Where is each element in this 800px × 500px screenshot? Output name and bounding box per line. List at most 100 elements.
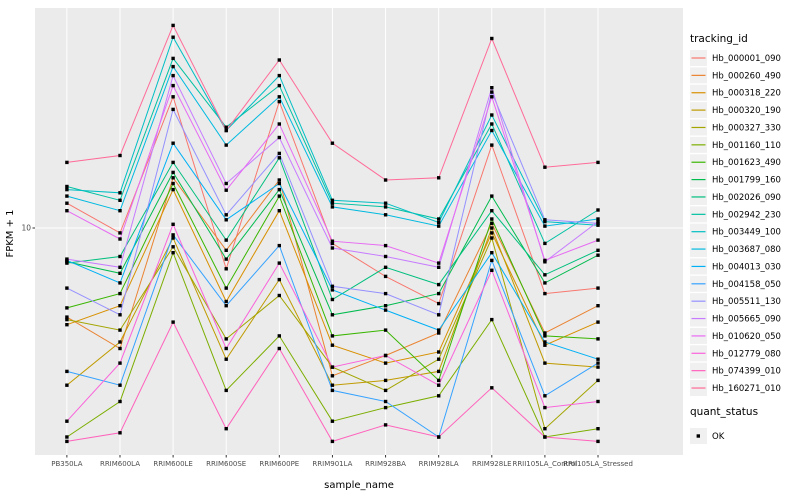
data-point <box>65 383 69 387</box>
data-point <box>65 160 69 165</box>
data-point <box>65 257 69 261</box>
data-point <box>490 90 494 94</box>
data-point <box>65 184 69 189</box>
data-point <box>118 237 122 241</box>
data-point <box>277 346 281 351</box>
legend-label: Hb_000001_090 <box>712 54 781 64</box>
data-point <box>596 286 600 290</box>
data-point <box>277 99 281 104</box>
data-point <box>118 313 122 317</box>
data-point <box>330 343 335 347</box>
data-point <box>330 239 335 243</box>
data-point <box>330 288 335 292</box>
data-point <box>171 160 175 165</box>
data-point <box>277 95 281 99</box>
data-point <box>543 435 547 439</box>
data-point <box>596 208 600 212</box>
data-point <box>65 369 69 374</box>
data-point <box>118 361 122 365</box>
data-point <box>224 125 228 129</box>
x-tick-label: RRIM600PE <box>259 460 299 468</box>
data-point <box>596 378 600 383</box>
data-point <box>383 399 388 404</box>
data-point <box>383 388 388 393</box>
data-point <box>437 224 441 228</box>
data-point <box>330 374 335 378</box>
legend-title-tracking-id: tracking_id <box>690 33 748 45</box>
data-point <box>383 213 388 217</box>
data-point <box>490 194 494 198</box>
data-point <box>383 405 388 410</box>
y-tick-label: 10 <box>21 224 31 233</box>
x-tick-label: RRIM928BA <box>365 460 406 468</box>
data-point <box>224 248 228 252</box>
data-point <box>171 170 175 175</box>
legend-label: Hb_000260_490 <box>712 71 781 81</box>
data-point <box>277 209 281 213</box>
data-point <box>543 343 547 347</box>
data-point <box>171 222 175 226</box>
data-point <box>171 245 175 249</box>
data-point <box>330 334 335 338</box>
data-point <box>543 281 547 285</box>
data-point <box>65 201 69 205</box>
data-point <box>596 427 600 431</box>
data-point <box>543 218 547 222</box>
data-point <box>118 209 122 213</box>
data-point <box>224 337 228 341</box>
plot-panel <box>35 8 683 455</box>
data-point <box>171 107 175 112</box>
data-point <box>437 357 441 361</box>
data-point <box>171 251 175 255</box>
data-point <box>437 291 441 296</box>
data-point <box>596 221 600 226</box>
data-point <box>543 361 547 365</box>
data-point <box>277 181 281 186</box>
data-point <box>596 365 600 369</box>
data-point <box>65 439 69 444</box>
data-point <box>277 178 281 182</box>
data-point <box>596 223 600 227</box>
data-point <box>490 236 494 240</box>
data-point <box>330 141 335 145</box>
data-point <box>596 160 600 165</box>
data-point <box>330 284 335 288</box>
data-point <box>490 258 494 263</box>
x-tick-label: RRIM600LE <box>153 460 193 468</box>
data-point <box>171 141 175 145</box>
data-point <box>171 176 175 180</box>
data-point <box>277 122 281 126</box>
legend-title-quant-status: quant_status <box>690 406 758 418</box>
data-point <box>490 268 494 272</box>
data-point <box>277 73 281 78</box>
data-point <box>277 135 281 140</box>
data-point <box>118 431 122 435</box>
legend-label: Hb_001799_160 <box>712 176 781 186</box>
legend-label: Hb_004158_050 <box>712 280 781 290</box>
data-point <box>171 320 175 324</box>
data-point <box>171 83 175 88</box>
x-tick-label: RRIM600SE <box>206 460 246 468</box>
data-point <box>118 281 122 285</box>
data-point <box>437 369 441 374</box>
data-point <box>490 36 494 41</box>
data-point <box>118 271 122 275</box>
data-point <box>224 143 228 147</box>
legend-label-ok: OK <box>712 432 725 442</box>
data-point <box>437 217 441 221</box>
data-point <box>330 365 335 369</box>
data-point <box>543 405 547 410</box>
data-point <box>330 297 335 302</box>
data-point <box>490 226 494 230</box>
data-point <box>543 340 547 344</box>
data-point <box>65 209 69 213</box>
data-point <box>171 64 175 69</box>
data-point <box>118 346 122 351</box>
data-point <box>171 56 175 61</box>
data-point <box>171 236 175 240</box>
data-point <box>383 243 388 248</box>
data-point <box>277 261 281 265</box>
legend-label: Hb_005665_090 <box>712 315 781 325</box>
data-point <box>543 165 547 169</box>
data-point <box>383 274 388 279</box>
